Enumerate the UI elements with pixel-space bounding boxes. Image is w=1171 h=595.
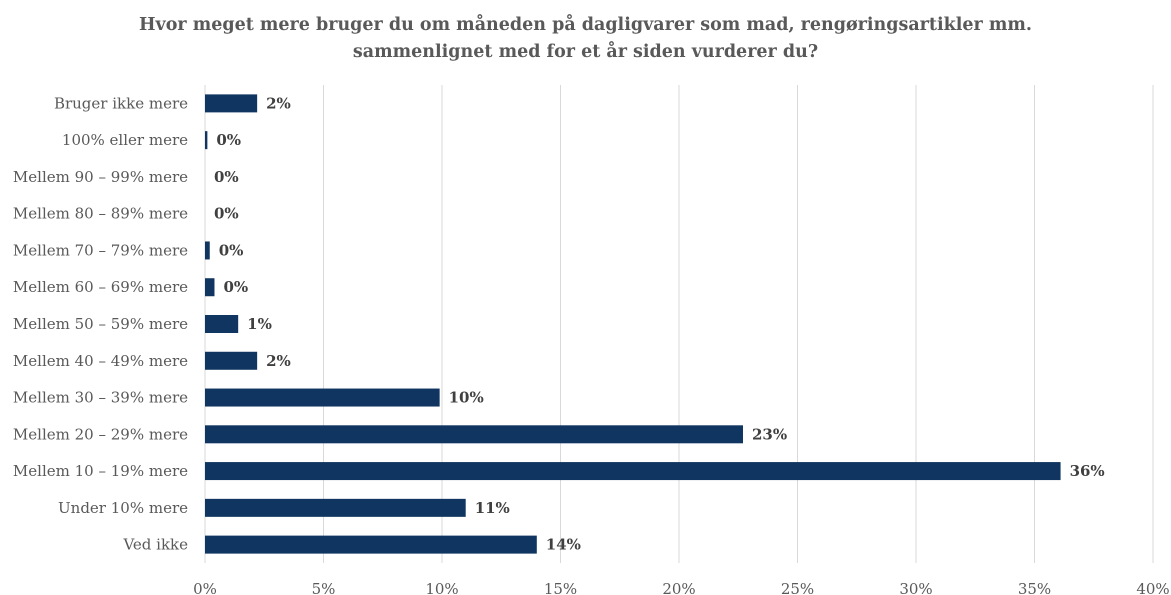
category-label: Mellem 10 – 19% mere — [13, 462, 188, 480]
category-label: 100% eller mere — [62, 131, 188, 149]
x-tick-label: 35% — [1018, 580, 1051, 595]
bar — [205, 278, 215, 297]
data-label: 14% — [546, 536, 581, 554]
bar — [205, 388, 440, 407]
data-label: 10% — [449, 389, 484, 407]
category-label: Mellem 30 – 39% mere — [13, 389, 188, 407]
data-label: 0% — [214, 168, 239, 186]
data-label: 2% — [266, 94, 291, 112]
x-tick-label: 10% — [425, 580, 458, 595]
x-tick-label: 25% — [781, 580, 814, 595]
bar — [205, 535, 537, 554]
data-label: 1% — [247, 315, 272, 333]
category-label: Mellem 90 – 99% mere — [13, 168, 188, 186]
category-label: Ved ikke — [122, 536, 188, 554]
data-label: 11% — [475, 499, 510, 517]
bar — [205, 351, 258, 370]
x-tick-label: 20% — [662, 580, 695, 595]
bar — [205, 94, 258, 113]
category-label: Mellem 60 – 69% mere — [13, 278, 188, 296]
bar — [205, 241, 210, 260]
category-label: Mellem 70 – 79% mere — [13, 241, 188, 259]
bar — [205, 498, 466, 517]
category-label: Mellem 20 – 29% mere — [13, 425, 188, 443]
category-label: Mellem 80 – 89% mere — [13, 205, 188, 223]
category-label: Mellem 50 – 59% mere — [13, 315, 188, 333]
category-label: Mellem 40 – 49% mere — [13, 352, 188, 370]
chart-title: Hvor meget mere bruger du om måneden på … — [0, 12, 1171, 66]
chart-title-line-1: Hvor meget mere bruger du om måneden på … — [139, 15, 1032, 35]
data-labels: 2% 0% 0% 0% 0% 0% 1% 2% 10% 23% 36% 11% 14% — [214, 94, 1105, 553]
gridlines — [204, 85, 1154, 563]
x-tick-label: 5% — [312, 580, 336, 595]
data-label: 0% — [223, 278, 248, 296]
x-tick-label: 40% — [1136, 580, 1169, 595]
x-tick-label: 30% — [899, 580, 932, 595]
x-tick-label: 0% — [193, 580, 217, 595]
data-label: 0% — [214, 205, 239, 223]
bar — [205, 425, 743, 444]
data-label: 23% — [752, 425, 787, 443]
bar — [205, 462, 1061, 481]
data-label: 2% — [266, 352, 291, 370]
bars — [205, 94, 1061, 554]
x-axis-ticks: 0% 5% 10% 15% 20% 25% 30% 35% 40% — [193, 580, 1170, 595]
chart-title-line-2: sammenlignet med for et år siden vurdere… — [352, 42, 819, 62]
data-label: 0% — [216, 131, 241, 149]
x-tick-label: 15% — [544, 580, 577, 595]
data-label: 0% — [219, 241, 244, 259]
bar — [205, 315, 239, 333]
category-labels: Bruger ikke mere 100% eller mere Mellem 90… — [13, 94, 188, 553]
category-label: Under 10% mere — [58, 499, 188, 517]
category-label: Bruger ikke mere — [54, 94, 188, 112]
data-label: 36% — [1070, 462, 1105, 480]
bar — [205, 131, 208, 150]
